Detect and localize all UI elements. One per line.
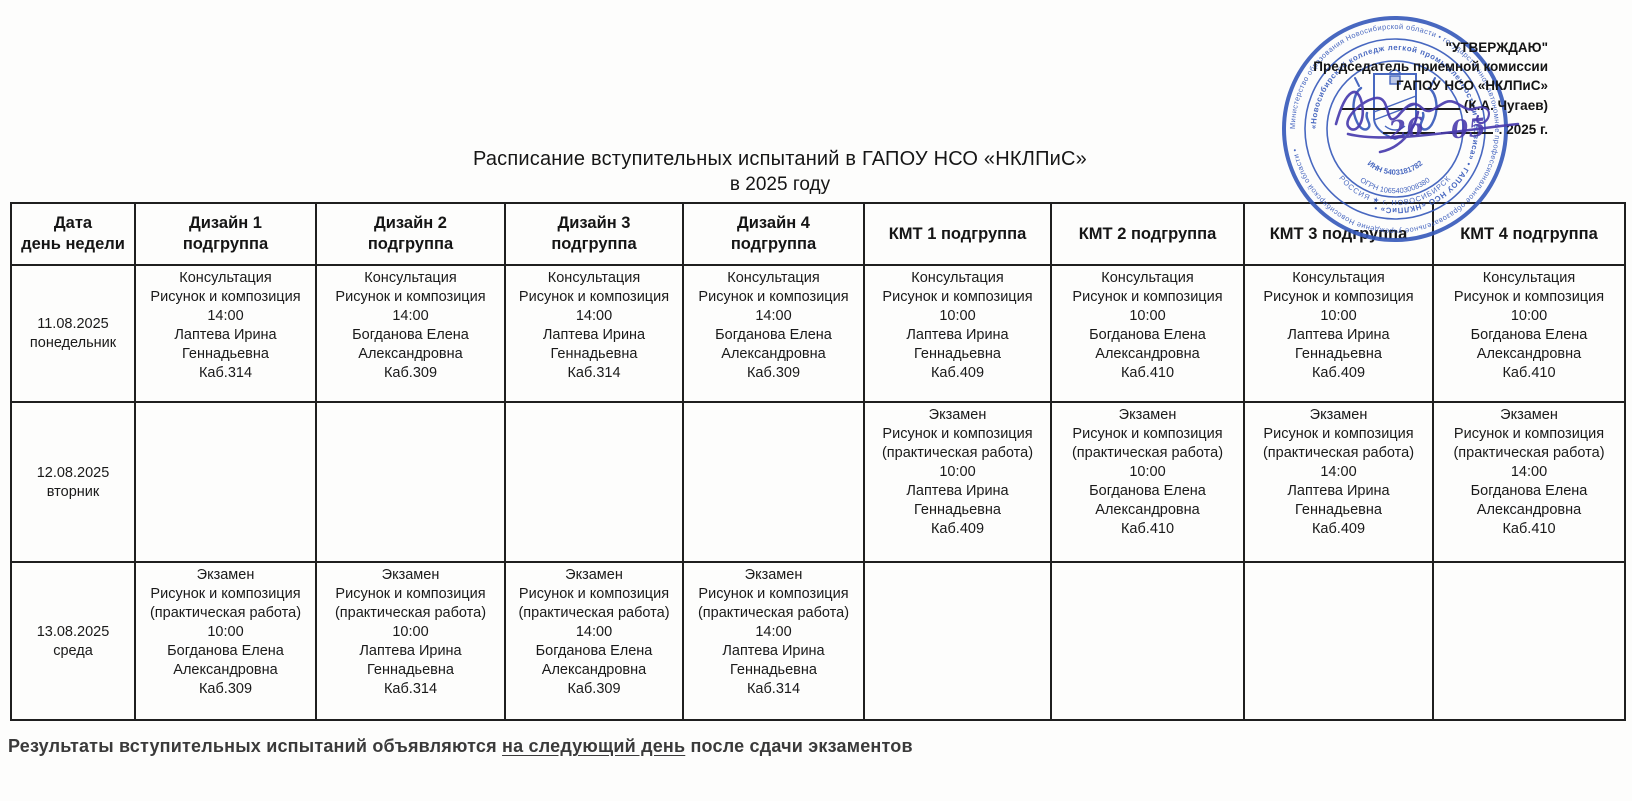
schedule-cell: Экзамен Рисунок и композиция (практическая… — [134, 561, 317, 721]
schedule-cell — [1243, 561, 1434, 721]
schedule-cell: Консультация Рисунок и композиция 10:00 Лап… — [1243, 264, 1434, 403]
approval-org: ГАПОУ НСО «НКЛПиС» — [1395, 78, 1548, 93]
official-stamp-seal: Министерство образования Новосибирской о… — [1282, 16, 1508, 242]
schedule-cell — [315, 401, 506, 563]
schedule-cell — [134, 401, 317, 563]
date-cell: 11.08.2025 понедельник — [10, 264, 136, 403]
date-separator: . — [1498, 122, 1503, 137]
schedule-cell — [682, 401, 865, 563]
table-row: 12.08.2025 вторник Экзамен Рисунок и композ… — [10, 401, 1626, 563]
schedule-cell: Экзамен Рисунок и композиция (практическая… — [315, 561, 506, 721]
column-header: Дизайн 4 подгруппа — [682, 202, 865, 266]
column-header: Дизайн 1 подгруппа — [134, 202, 317, 266]
date-cell: 13.08.2025 среда — [10, 561, 136, 721]
column-header: КМТ 4 подгруппа — [1432, 202, 1626, 266]
title-line-2: в 2025 году — [729, 174, 831, 195]
schedule-cell: Экзамен Рисунок и композиция (практическая… — [1050, 401, 1245, 563]
schedule-cell: Консультация Рисунок и композиция 10:00 Бог… — [1050, 264, 1245, 403]
schedule-cell — [1050, 561, 1245, 721]
results-note-suffix: после сдачи экзаментов — [685, 736, 913, 756]
document-title: Расписание вступительных испытаний в ГАП… — [0, 148, 1632, 196]
schedule-cell: Консультация Рисунок и композиция 14:00 Лап… — [134, 264, 317, 403]
stamp-outer-circle — [1282, 16, 1508, 242]
approval-year: 2025 г. — [1506, 122, 1548, 137]
approval-signer-name: (К.А. Чугаев) — [1463, 98, 1548, 113]
schedule-cell — [863, 561, 1052, 721]
schedule-table: Дата день недели Дизайн 1 подгруппа Дизайн 2… — [10, 202, 1626, 721]
schedule-cell: Консультация Рисунок и композиция 14:00 Бог… — [315, 264, 506, 403]
signature-underline — [1341, 95, 1460, 110]
results-note-underlined: на следующий день — [502, 736, 686, 756]
schedule-cell: Экзамен Рисунок и композиция (практическая… — [863, 401, 1052, 563]
results-note-prefix: Результаты вступительных испытаний объяв… — [8, 736, 503, 756]
title-line-1: Расписание вступительных испытаний в ГАП… — [472, 148, 1087, 170]
column-header: КМТ 2 подгруппа — [1050, 202, 1245, 266]
handwritten-signature — [1334, 90, 1520, 154]
schedule-cell: Экзамен Рисунок и композиция (практическая… — [504, 561, 684, 721]
schedule-cell: Консультация Рисунок и композиция 14:00 Лап… — [504, 264, 684, 403]
approval-utverzhdayu: "УТВЕРЖДАЮ" — [1445, 40, 1548, 55]
schedule-cell: Консультация Рисунок и композиция 10:00 Лап… — [863, 264, 1052, 403]
date-month-underline: 05 — [1440, 113, 1493, 144]
column-header: Дизайн 2 подгруппа — [315, 202, 506, 266]
column-header: Дизайн 3 подгруппа — [504, 202, 684, 266]
schedule-cell: Консультация Рисунок и композиция 10:00 Бог… — [1432, 264, 1626, 403]
schedule-cell — [1432, 561, 1626, 721]
approval-signature-line: (К.А. Чугаев) — [1188, 95, 1548, 115]
schedule-cell — [504, 401, 684, 563]
schedule-cell: Консультация Рисунок и композиция 14:00 Бог… — [682, 264, 865, 403]
date-cell: 12.08.2025 вторник — [10, 401, 136, 563]
approval-block: "УТВЕРЖДАЮ" Председатель приемной комисс… — [1188, 38, 1548, 145]
stamp-inner-circle — [1326, 60, 1464, 198]
schedule-cell: Экзамен Рисунок и композиция (практическая… — [1432, 401, 1626, 563]
schedule-cell: Экзамен Рисунок и композиция (практическая… — [1243, 401, 1434, 563]
results-note: Результаты вступительных испытаний объяв… — [8, 736, 913, 757]
column-header: КМТ 1 подгруппа — [863, 202, 1052, 266]
table-row: 13.08.2025 среда Экзамен Рисунок и композиц… — [10, 561, 1626, 721]
schedule-cell: Экзамен Рисунок и композиция (практическая… — [682, 561, 865, 721]
table-row: 11.08.2025 понедельник Консультация Рисунок… — [10, 264, 1626, 403]
approval-position: Председатель приемной комиссии — [1313, 59, 1548, 74]
column-header: Дата день недели — [10, 202, 136, 266]
